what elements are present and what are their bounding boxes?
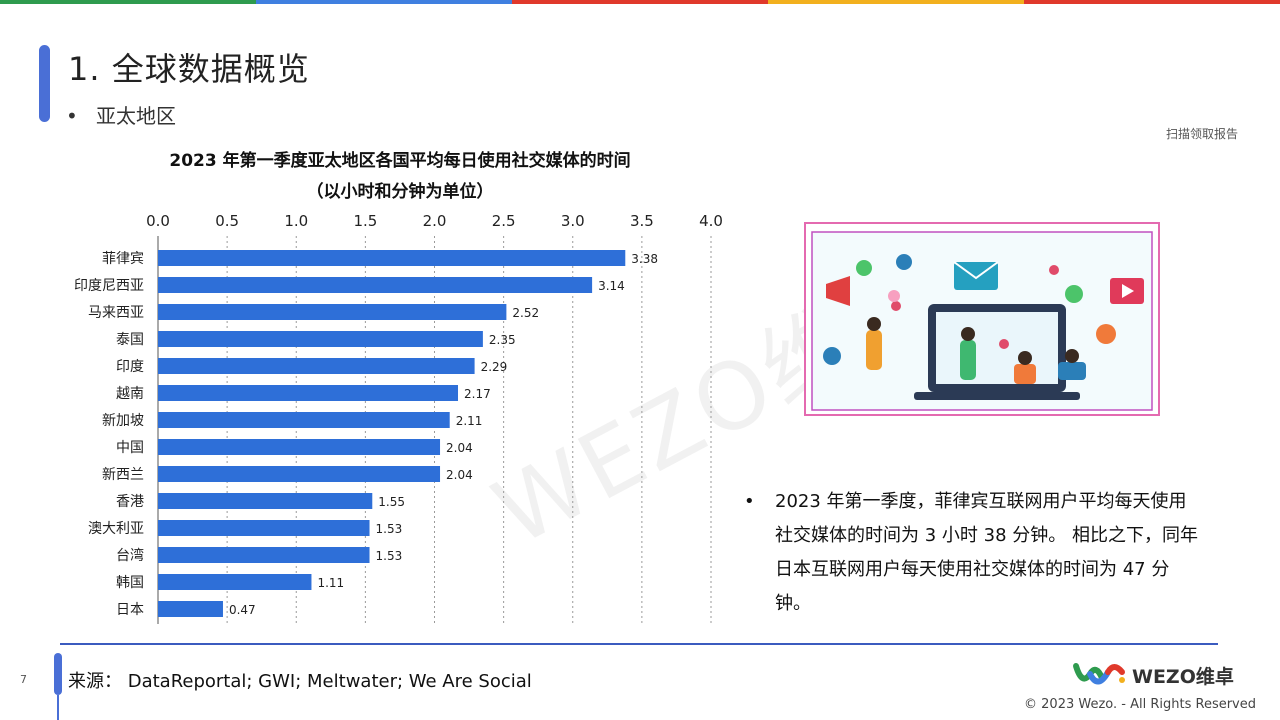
category-label: 印度尼西亚 bbox=[74, 278, 144, 294]
bar bbox=[158, 547, 370, 563]
chart-title: 2023 年第一季度亚太地区各国平均每日使用社交媒体的时间 （以小时和分钟为单位… bbox=[100, 146, 700, 208]
bar-value-label: 2.17 bbox=[464, 387, 491, 401]
bar-value-label: 1.53 bbox=[376, 522, 403, 536]
x-tick-label: 0.5 bbox=[215, 212, 239, 230]
bar bbox=[158, 250, 626, 266]
category-label: 越南 bbox=[116, 386, 144, 402]
bar-value-label: 0.47 bbox=[229, 603, 256, 617]
category-label: 新加坡 bbox=[102, 413, 144, 429]
bar-value-label: 2.35 bbox=[489, 333, 516, 347]
page-title: 1. 全球数据概览 bbox=[68, 50, 310, 88]
bar bbox=[158, 439, 441, 455]
category-label: 台湾 bbox=[116, 547, 144, 564]
category-label: 中国 bbox=[116, 440, 144, 456]
x-tick-label: 0.0 bbox=[146, 212, 170, 230]
wezo-logo-text: WEZO维卓 bbox=[1132, 665, 1234, 688]
x-tick-label: 1.5 bbox=[353, 212, 377, 230]
x-tick-label: 4.0 bbox=[699, 212, 723, 230]
title-accent-bar bbox=[39, 45, 50, 122]
source-text: 来源： DataReportal; GWI; Meltwater; We Are… bbox=[68, 671, 532, 692]
x-tick-label: 2.5 bbox=[492, 212, 516, 230]
footer-accent-line bbox=[57, 695, 59, 720]
footer-divider bbox=[60, 643, 1218, 645]
wezo-logo-icon bbox=[1073, 663, 1125, 685]
x-tick-label: 3.0 bbox=[561, 212, 585, 230]
category-label: 泰国 bbox=[116, 332, 144, 348]
bar bbox=[158, 520, 370, 536]
x-tick-label: 2.0 bbox=[423, 212, 447, 230]
category-label: 马来西亚 bbox=[88, 305, 144, 321]
bar bbox=[158, 277, 593, 293]
bar bbox=[158, 358, 475, 374]
category-label: 日本 bbox=[116, 602, 144, 618]
bar-value-label: 2.04 bbox=[446, 468, 473, 482]
summary-bullet: • 2023 年第一季度，菲律宾互联网用户平均每天使用社交媒体的时间为 3 小时… bbox=[744, 485, 1204, 621]
x-tick-label: 3.5 bbox=[630, 212, 654, 230]
region-bullet: • 亚太地区 bbox=[66, 104, 176, 128]
region-label: 亚太地区 bbox=[96, 104, 176, 128]
bar-value-label: 2.52 bbox=[512, 306, 539, 320]
bar-value-label: 3.38 bbox=[631, 252, 658, 266]
social-media-illustration bbox=[804, 222, 1160, 416]
bar bbox=[158, 493, 373, 509]
footer-accent-bar bbox=[54, 653, 62, 695]
wezo-logo: WEZO维卓 bbox=[1072, 660, 1234, 690]
category-label: 韩国 bbox=[116, 575, 144, 591]
x-tick-label: 1.0 bbox=[284, 212, 308, 230]
category-label: 菲律宾 bbox=[102, 251, 144, 267]
top-color-bar bbox=[0, 0, 1280, 4]
summary-text: 2023 年第一季度，菲律宾互联网用户平均每天使用社交媒体的时间为 3 小时 3… bbox=[775, 491, 1198, 614]
copyright-text: © 2023 Wezo. - All Rights Reserved bbox=[1024, 697, 1256, 712]
bar-value-label: 3.14 bbox=[598, 279, 625, 293]
bar-value-label: 2.11 bbox=[456, 414, 483, 428]
bar bbox=[158, 466, 441, 482]
bar bbox=[158, 385, 459, 401]
bar bbox=[158, 331, 483, 347]
category-label: 印度 bbox=[116, 359, 144, 375]
chart-title-line1: 2023 年第一季度亚太地区各国平均每日使用社交媒体的时间 bbox=[169, 151, 631, 171]
page-number: 7 bbox=[20, 673, 27, 686]
bar-value-label: 1.55 bbox=[378, 495, 405, 509]
category-label: 澳大利亚 bbox=[88, 521, 144, 537]
bar-value-label: 2.29 bbox=[481, 360, 508, 374]
category-label: 香港 bbox=[116, 494, 144, 510]
chart-title-line2: （以小时和分钟为单位） bbox=[306, 182, 494, 202]
bar bbox=[158, 304, 507, 320]
scan-report-link[interactable]: 扫描领取报告 bbox=[1165, 127, 1238, 141]
bar bbox=[158, 601, 223, 617]
bar-chart: 0.0 0.5 1.0 1.5 2.0 2.5 3.0 3.5 4.0 菲律宾 3.38 印度尼西亚 3… bbox=[74, 212, 723, 624]
bar-value-label: 1.53 bbox=[376, 549, 403, 563]
bar-value-label: 1.11 bbox=[317, 576, 344, 590]
bar bbox=[158, 574, 312, 590]
category-label: 新西兰 bbox=[102, 467, 144, 483]
bar-value-label: 2.04 bbox=[446, 441, 473, 455]
bar bbox=[158, 412, 450, 428]
